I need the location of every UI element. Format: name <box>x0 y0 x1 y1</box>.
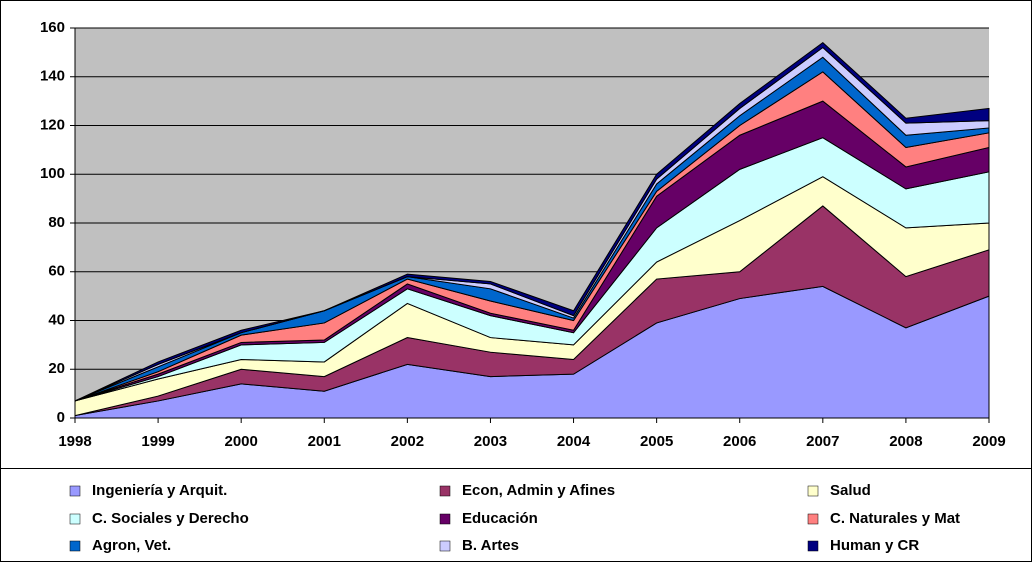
legend-label: Agron, Vet. <box>92 537 171 554</box>
legend-label: B. Artes <box>462 537 519 554</box>
y-tick-label: 0 <box>57 409 65 426</box>
x-tick-label: 2005 <box>640 433 673 450</box>
legend-swatch <box>69 485 81 497</box>
legend-swatch <box>69 540 81 552</box>
legend-swatch <box>439 485 451 497</box>
y-tick-label: 100 <box>40 165 65 182</box>
y-tick-label: 80 <box>48 214 65 231</box>
legend-swatch <box>69 513 81 525</box>
x-tick-label: 2003 <box>474 433 507 450</box>
legend-label: C. Naturales y Mat <box>830 510 960 527</box>
x-tick-label: 2001 <box>308 433 341 450</box>
legend-swatch <box>439 540 451 552</box>
x-tick-label: 2006 <box>723 433 756 450</box>
y-tick-label: 20 <box>48 360 65 377</box>
legend-swatch <box>807 513 819 525</box>
x-tick-label: 1999 <box>141 433 174 450</box>
legend-swatch <box>439 513 451 525</box>
y-tick-label: 120 <box>40 116 65 133</box>
legend-label: Salud <box>830 482 871 499</box>
legend-label: Human y CR <box>830 537 919 554</box>
y-tick-label: 40 <box>48 311 65 328</box>
x-tick-label: 2009 <box>972 433 1005 450</box>
legend-label: C. Sociales y Derecho <box>92 510 249 527</box>
x-tick-label: 2002 <box>391 433 424 450</box>
legend-swatch <box>807 485 819 497</box>
y-tick-label: 140 <box>40 68 65 85</box>
x-tick-label: 2008 <box>889 433 922 450</box>
x-tick-label: 1998 <box>58 433 91 450</box>
legend-label: Educación <box>462 510 538 527</box>
legend-label: Econ, Admin y Afines <box>462 482 615 499</box>
x-tick-label: 2000 <box>224 433 257 450</box>
legend-label: Ingeniería y Arquit. <box>92 482 227 499</box>
legend-swatch <box>807 540 819 552</box>
y-tick-label: 160 <box>40 19 65 36</box>
area <box>74 41 990 402</box>
x-tick-label: 2004 <box>557 433 591 450</box>
x-tick-label: 2007 <box>806 433 839 450</box>
y-tick-label: 60 <box>48 263 65 280</box>
